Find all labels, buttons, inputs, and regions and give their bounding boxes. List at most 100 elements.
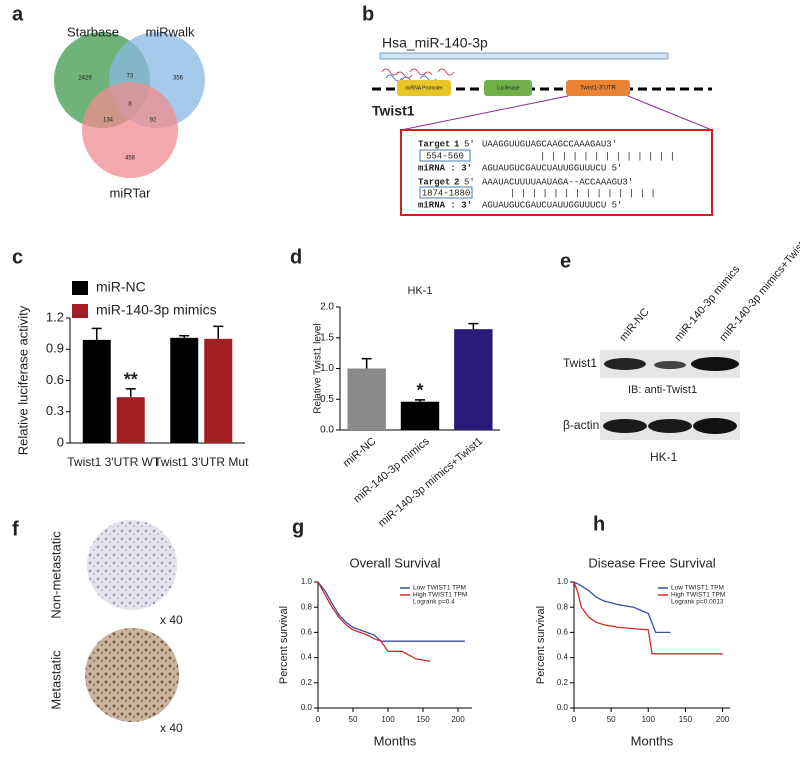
legend-label: miR-140-3p mimics bbox=[96, 302, 217, 318]
band bbox=[691, 357, 739, 371]
panel-label: h bbox=[593, 513, 605, 535]
mirna-label: miRNA : 3' bbox=[418, 200, 472, 210]
pairing: | | | | | | | | | | | | | | bbox=[510, 188, 656, 198]
bar bbox=[454, 329, 493, 430]
chart-title: HK-1 bbox=[407, 285, 432, 297]
panel-label: d bbox=[290, 246, 302, 268]
venn-count: 8 bbox=[128, 102, 132, 108]
y-tick-label: 0.4 bbox=[301, 653, 313, 662]
x-tick-label: 150 bbox=[416, 715, 430, 724]
ihc: Non-metastatic Metastatic x 40 x 40 bbox=[48, 520, 183, 735]
x-tick-label: Twist1 3'UTR WT bbox=[67, 455, 161, 469]
y-tick-label: 0.5 bbox=[320, 394, 334, 405]
row-label: Non-metastatic bbox=[48, 531, 63, 619]
panel-labels: a b c d e f g h bbox=[12, 3, 605, 540]
x-tick-label: 100 bbox=[642, 715, 656, 724]
box-label: miRNA Promoter bbox=[405, 85, 443, 91]
y-tick-label: 0 bbox=[57, 434, 64, 449]
row-label: Twist1 bbox=[563, 356, 597, 370]
venn-set: Starbase bbox=[67, 24, 119, 39]
mirna-label: miRNA : 3' bbox=[418, 163, 472, 173]
chart-title: Overall Survival bbox=[349, 555, 440, 570]
venn-count: 356 bbox=[173, 76, 184, 82]
y-tick-label: 0.0 bbox=[320, 425, 334, 436]
prime: 5' bbox=[464, 139, 475, 149]
y-tick-label: 1.2 bbox=[46, 309, 64, 324]
bar bbox=[204, 338, 233, 443]
bar bbox=[82, 339, 111, 443]
y-axis-label: Percent survival bbox=[278, 606, 290, 684]
survival-curve bbox=[317, 581, 431, 663]
legend-swatch bbox=[72, 281, 88, 295]
annotation: ** bbox=[124, 370, 138, 390]
survival-curve bbox=[573, 581, 723, 655]
venn-count: 92 bbox=[150, 118, 157, 124]
y-tick-label: 1.0 bbox=[320, 363, 334, 374]
antibody-label: IB: anti-Twist1 bbox=[628, 384, 697, 396]
target-name: Target bbox=[418, 139, 450, 149]
zoom-line bbox=[400, 95, 569, 131]
utr-box bbox=[566, 80, 630, 96]
magnification: x 40 bbox=[160, 613, 183, 627]
venn-count: 73 bbox=[127, 74, 134, 80]
target-box bbox=[400, 129, 713, 216]
y-tick-label: 0.8 bbox=[557, 602, 569, 611]
lane-label: miR-140-3p mimics+Twist1 bbox=[717, 235, 800, 344]
gene-name: Twist1 bbox=[372, 103, 415, 119]
range-box bbox=[419, 186, 473, 199]
y-axis-label: Percent survival bbox=[535, 606, 547, 684]
y-tick-label: 0.0 bbox=[557, 703, 569, 712]
logrank-note: Logrank p=0.4 bbox=[413, 599, 455, 606]
x-axis-label: Months bbox=[631, 733, 674, 748]
y-tick-label: 0.2 bbox=[557, 678, 569, 687]
target-number: 1 bbox=[454, 139, 460, 149]
x-tick-label: 0 bbox=[572, 715, 577, 724]
row-label: β-actin bbox=[563, 418, 599, 432]
box-label: Luciferase bbox=[496, 85, 519, 91]
venn: Starbase miRwalk miRTar 2429 73 356 8 13… bbox=[54, 24, 205, 200]
x-tick-label: Twist1 3'UTR Mut bbox=[154, 455, 249, 469]
venn-set: miRwalk bbox=[145, 24, 195, 39]
venn-count: 458 bbox=[125, 156, 136, 162]
x-tick-label: 200 bbox=[716, 715, 730, 724]
western-blot: miR-NC miR-140-3p mimics miR-140-3p mimi… bbox=[563, 235, 800, 464]
zoom-line bbox=[627, 95, 713, 131]
band bbox=[603, 419, 647, 433]
band bbox=[604, 358, 646, 370]
bar bbox=[116, 397, 145, 443]
y-tick-label: 0.0 bbox=[301, 703, 313, 712]
legend-label: miR-NC bbox=[96, 279, 146, 295]
y-tick-label: 2.0 bbox=[320, 302, 334, 313]
x-tick-label: 200 bbox=[451, 715, 465, 724]
x-tick-label: 50 bbox=[349, 715, 358, 724]
bar bbox=[347, 368, 386, 430]
y-tick-label: 0.9 bbox=[46, 341, 64, 356]
x-tick-label: miR-140-3p mimics+Twist1 bbox=[376, 435, 485, 529]
x-axis-label: Months bbox=[374, 733, 417, 748]
survival-curve bbox=[317, 581, 465, 642]
x-tick-label: miR-NC bbox=[341, 435, 379, 469]
range: 1874-1880 bbox=[422, 188, 471, 198]
panel-label: a bbox=[12, 3, 24, 25]
y-tick-label: 1.0 bbox=[301, 577, 313, 586]
utr-sequence: UAAGGUUGUAGCAAGCCAAAGAU3' bbox=[482, 139, 617, 149]
row-label: Metastatic bbox=[48, 650, 63, 710]
y-tick-label: 0.3 bbox=[46, 403, 64, 418]
lane-label: miR-NC bbox=[617, 306, 651, 344]
x-tick-label: 150 bbox=[679, 715, 693, 724]
legend-label: High TWIST1 TPM bbox=[671, 592, 725, 599]
band bbox=[654, 361, 686, 369]
legend-label: High TWIST1 TPM bbox=[413, 592, 467, 599]
survival-curve bbox=[573, 581, 671, 634]
panel-label: b bbox=[362, 3, 374, 25]
utr-sequence: AAAUACUUUUAAUAGA--ACCAAAGU3' bbox=[482, 177, 633, 187]
x-tick-label: 0 bbox=[316, 715, 321, 724]
pairing: | | | | | | | | | | | | | bbox=[540, 151, 675, 161]
prime: 5' bbox=[464, 177, 475, 187]
mirna-sequence: AGUAUGUCGAUCUAUUGGUUUCU 5' bbox=[482, 200, 622, 210]
panel-label: e bbox=[560, 250, 571, 272]
tissue-core bbox=[85, 628, 179, 722]
panel-label: g bbox=[292, 516, 304, 538]
panel-label: c bbox=[12, 246, 23, 268]
